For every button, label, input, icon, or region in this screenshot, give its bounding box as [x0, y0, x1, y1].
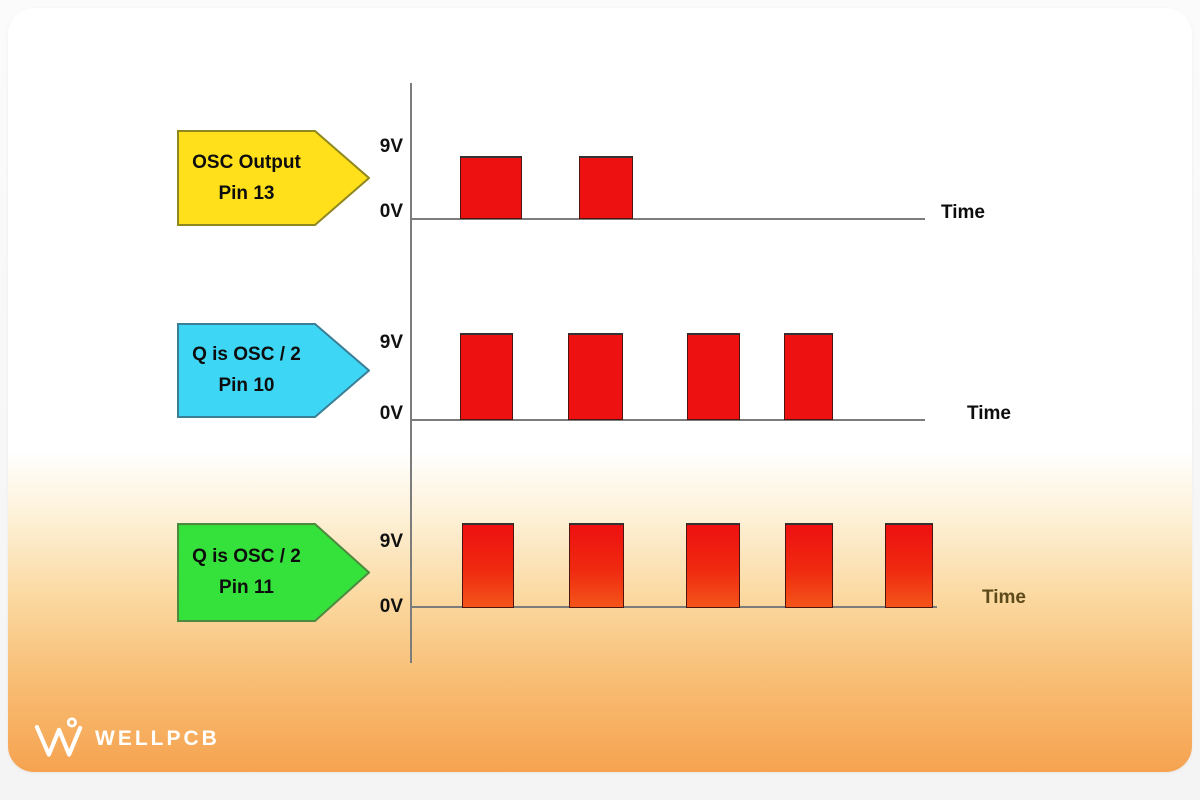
pulse [462, 523, 514, 608]
time-axis-row3 [410, 606, 937, 608]
pulse [569, 523, 624, 608]
time-axis-row2 [410, 419, 925, 421]
callout-line1: Q is OSC / 2 [192, 344, 301, 365]
high-voltage-label-row3: 9V [379, 531, 403, 552]
time-label-row3: Time [982, 587, 1027, 608]
wellpcb-logo: WELLPCB [33, 716, 220, 762]
pulse [784, 333, 833, 420]
callout-line2: Pin 13 [218, 182, 275, 204]
arrow-shape-icon [177, 323, 370, 418]
arrow-shape-icon [177, 130, 370, 226]
time-axis-row1 [410, 218, 925, 220]
high-voltage-label-row1: 9V [379, 136, 403, 157]
callout-line2: Pin 10 [218, 375, 275, 396]
pulse [785, 523, 833, 608]
callout-line1: Q is OSC / 2 [192, 546, 301, 567]
callout-arrow-pin11: Q is OSC / 2 Pin 11 [177, 523, 370, 622]
pulse [568, 333, 623, 420]
pulse [686, 523, 740, 608]
time-label-row1: Time [941, 202, 986, 223]
low-voltage-label-row2: 0V [379, 403, 403, 424]
low-voltage-label-row1: 0V [379, 201, 403, 222]
high-voltage-label-row2: 9V [379, 332, 403, 353]
arrow-shape-icon [177, 523, 370, 622]
low-voltage-label-row3: 0V [379, 596, 403, 617]
pulse [579, 156, 633, 219]
brand-name: WELLPCB [95, 727, 220, 750]
voltage-axis-line [410, 83, 412, 663]
pulse [687, 333, 740, 420]
time-label-row2: Time [967, 403, 1012, 424]
pulse [885, 523, 933, 608]
callout-arrow-pin10: Q is OSC / 2 Pin 10 [177, 323, 370, 418]
callout-line2: Pin 11 [219, 577, 274, 598]
pulse [460, 333, 513, 420]
callout-line1: OSC Output [192, 151, 301, 173]
callout-arrow-pin13: OSC Output Pin 13 [177, 130, 370, 226]
pulse [460, 156, 522, 219]
wellpcb-w-icon [34, 717, 83, 757]
